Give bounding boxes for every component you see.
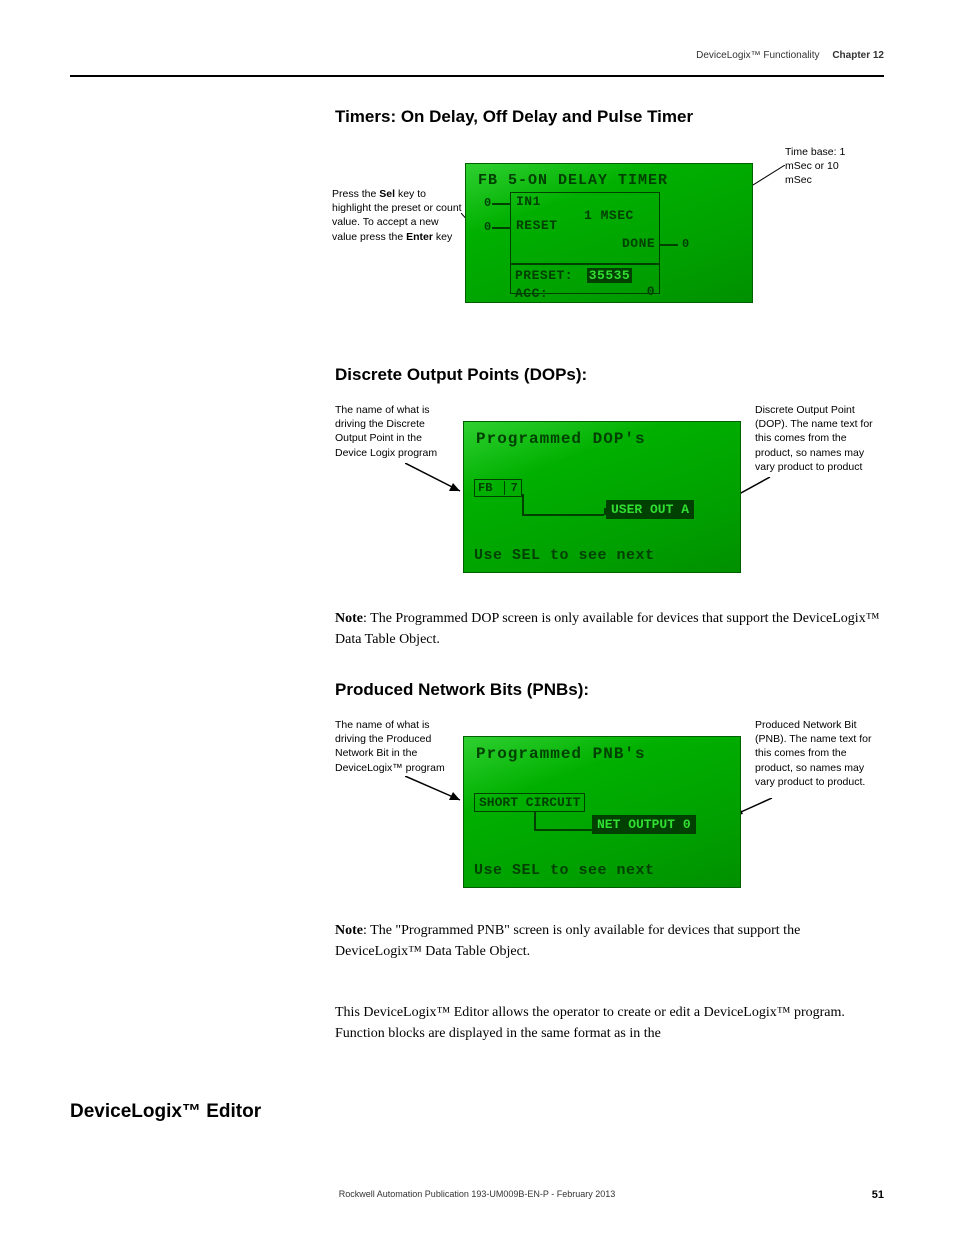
dops-figure: The name of what is driving the Discrete… — [335, 403, 884, 578]
page: DeviceLogix™ Functionality Chapter 12 Ti… — [0, 0, 954, 1096]
lcd-wire — [522, 514, 604, 516]
content-column: Timers: On Delay, Off Delay and Pulse Ti… — [335, 107, 884, 1044]
lcd-title: Programmed PNB's — [476, 745, 728, 763]
pnbs-callout-right: Produced Network Bit (PNB). The name tex… — [755, 718, 881, 789]
running-header: DeviceLogix™ Functionality Chapter 12 — [70, 50, 884, 61]
lcd-hint: Use SEL to see next — [474, 862, 655, 879]
lcd-title: FB 5-ON DELAY TIMER — [478, 172, 740, 189]
lcd-title: Programmed DOP's — [476, 430, 728, 448]
page-number: 51 — [872, 1189, 884, 1201]
running-title: DeviceLogix™ Functionality — [696, 50, 819, 61]
timers-lcd: FB 5-ON DELAY TIMER 0 IN1 1 MSEC 0 RESET… — [465, 163, 753, 303]
chapter-label: Chapter 12 — [832, 50, 884, 61]
lcd-preset-value: 35535 — [587, 268, 633, 283]
lcd-acc-value: 0 — [647, 284, 655, 299]
lcd-wire — [534, 811, 536, 829]
timers-heading: Timers: On Delay, Off Delay and Pulse Ti… — [335, 107, 884, 127]
timers-callout-left: Press the Sel key to highlight the prese… — [332, 187, 462, 244]
pin-zero: 0 — [484, 196, 491, 210]
pnbs-note: Note: The "Programmed PNB" screen is onl… — [335, 920, 884, 962]
lcd-timebase: 1 MSEC — [584, 208, 634, 223]
lcd-done: DONE — [622, 236, 655, 251]
editor-side-heading: DeviceLogix™ Editor — [70, 1101, 261, 1123]
dops-note: Note: The Programmed DOP screen is only … — [335, 608, 884, 650]
lcd-src-label: SHORT CIRCUIT — [474, 793, 585, 812]
dops-heading: Discrete Output Points (DOPs): — [335, 365, 884, 385]
dops-lcd: Programmed DOP's FB 7 USER OUT A Use SEL… — [463, 421, 741, 573]
pin-zero: 0 — [484, 220, 491, 234]
dops-callout-right: Discrete Output Point (DOP). The name te… — [755, 403, 885, 474]
lcd-wire — [522, 494, 524, 514]
lcd-hint: Use SEL to see next — [474, 547, 655, 564]
lcd-acc-label: ACC: — [515, 286, 548, 301]
lcd-preset-label: PRESET: — [515, 268, 573, 283]
lcd-wire — [492, 227, 510, 229]
lcd-out-label: NET OUTPUT 0 — [592, 815, 696, 834]
timers-callout-right: Time base: 1 mSec or 10 mSec — [785, 145, 865, 188]
pnbs-figure: The name of what is driving the Produced… — [335, 718, 884, 890]
timers-figure: Press the Sel key to highlight the prese… — [335, 145, 884, 315]
lcd-fb-group: FB 7 — [474, 478, 522, 497]
lcd-out-label: USER OUT A — [606, 500, 694, 519]
lcd-in1: IN1 — [516, 194, 541, 209]
lcd-fb-label: FB — [478, 481, 492, 495]
pnbs-lcd: Programmed PNB's SHORT CIRCUIT NET OUTPU… — [463, 736, 741, 888]
lcd-fb-num: 7 — [504, 481, 518, 495]
lcd-reset: RESET — [516, 218, 558, 233]
header-rule — [70, 75, 884, 77]
pnbs-callout-left: The name of what is driving the Produced… — [335, 718, 455, 775]
lcd-wire — [492, 203, 510, 205]
editor-body: This DeviceLogix™ Editor allows the oper… — [335, 1002, 884, 1044]
lcd-wire — [660, 244, 678, 246]
footer-pub: Rockwell Automation Publication 193-UM00… — [0, 1189, 954, 1199]
pin-zero: 0 — [682, 237, 689, 251]
pnbs-heading: Produced Network Bits (PNBs): — [335, 680, 884, 700]
dops-callout-left: The name of what is driving the Discrete… — [335, 403, 455, 460]
lcd-preset-box: PRESET: 35535 ACC: 0 — [510, 264, 660, 294]
